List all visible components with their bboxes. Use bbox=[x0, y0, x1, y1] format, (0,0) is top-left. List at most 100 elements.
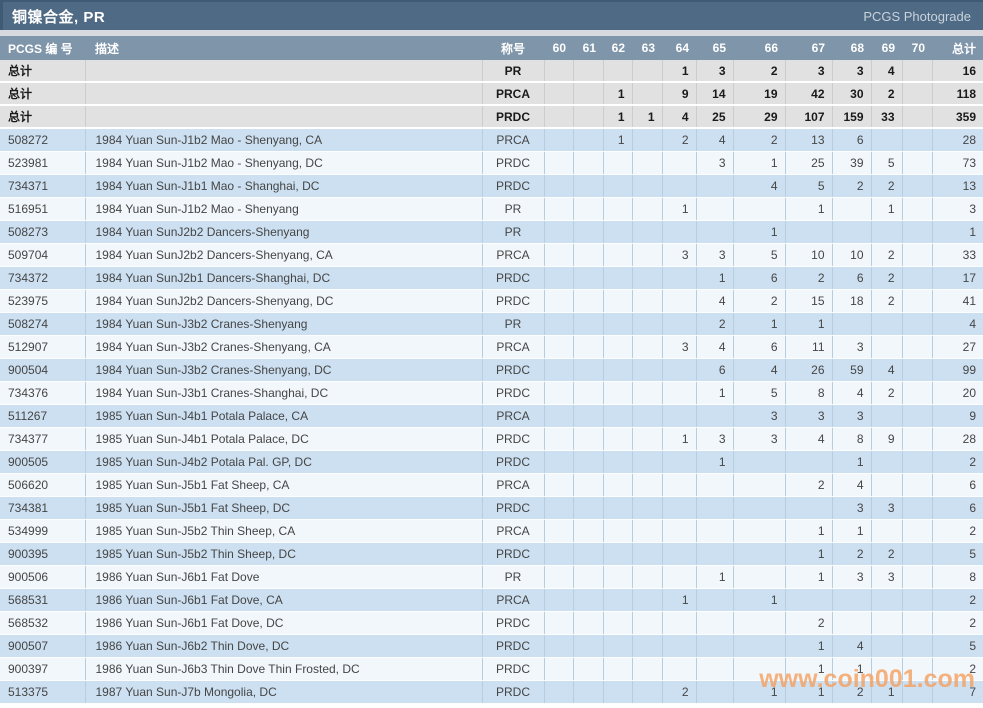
grade-cell-69: 4 bbox=[871, 358, 903, 382]
grade-cell-68 bbox=[832, 312, 872, 336]
grade-cell-63 bbox=[632, 542, 663, 566]
description-cell: 1986 Yuan Sun-J6b3 Thin Dove Thin Froste… bbox=[85, 657, 483, 681]
grade-cell-69: 2 bbox=[871, 266, 903, 290]
pcgs-number-link[interactable]: 734371 bbox=[0, 174, 86, 198]
pcgs-number-link[interactable]: 512907 bbox=[0, 335, 86, 359]
designation-cell: PRCA bbox=[482, 335, 545, 359]
description-cell: 1984 Yuan Sun-J3b1 Cranes-Shanghai, DC bbox=[85, 381, 483, 405]
grade-cell-65 bbox=[696, 473, 734, 497]
grade-cell-61 bbox=[573, 60, 604, 83]
pcgs-number-link[interactable]: 900504 bbox=[0, 358, 86, 382]
designation-cell: PRDC bbox=[482, 358, 545, 382]
grade-cell-61 bbox=[573, 519, 604, 543]
grade-cell-60 bbox=[544, 197, 574, 221]
designation-cell: PR bbox=[482, 312, 545, 336]
pcgs-number-link[interactable]: 900506 bbox=[0, 565, 86, 589]
grade-cell-69: 33 bbox=[871, 105, 903, 129]
grade-cell-62 bbox=[603, 243, 633, 267]
pcgs-number-link[interactable]: 900397 bbox=[0, 657, 86, 681]
grade-cell-70 bbox=[902, 243, 933, 267]
pcgs-number-link[interactable]: 523975 bbox=[0, 289, 86, 313]
grade-cell-61 bbox=[573, 588, 604, 612]
grade-cell-65 bbox=[696, 611, 734, 635]
grade-cell-68: 6 bbox=[832, 266, 872, 290]
pcgs-number-link[interactable]: 523981 bbox=[0, 151, 86, 175]
grade-cell-64: 1 bbox=[662, 427, 697, 451]
pcgs-number-link[interactable]: 734372 bbox=[0, 266, 86, 290]
grade-cell-69 bbox=[871, 473, 903, 497]
grade-cell-65: 1 bbox=[696, 266, 734, 290]
grade-cell-69: 2 bbox=[871, 174, 903, 198]
designation-cell: PRDC bbox=[482, 174, 545, 198]
summary-row: 总计 PRCA 1 9 14 19 42 30 2 118 bbox=[0, 82, 983, 106]
col-header-designation: 称号 bbox=[482, 36, 544, 60]
pcgs-number-link[interactable]: 508273 bbox=[0, 220, 86, 244]
grade-cell-67: 13 bbox=[785, 128, 833, 152]
grade-cell-68: 3 bbox=[832, 404, 872, 428]
designation-cell: PRCA bbox=[482, 404, 545, 428]
pcgs-number-link[interactable]: 508274 bbox=[0, 312, 86, 336]
grade-cell-64 bbox=[662, 151, 697, 175]
grade-cell-61 bbox=[573, 565, 604, 589]
grade-cell-62 bbox=[603, 60, 633, 83]
pcgs-number-link[interactable]: 516951 bbox=[0, 197, 86, 221]
grade-cell-68 bbox=[832, 197, 872, 221]
grade-cell-63 bbox=[632, 128, 663, 152]
grade-cell-68: 3 bbox=[832, 565, 872, 589]
designation-cell: PRDC bbox=[482, 450, 545, 474]
designation-cell: PRDC bbox=[482, 496, 545, 520]
grade-cell-69 bbox=[871, 611, 903, 635]
grade-cell-62: 1 bbox=[603, 128, 633, 152]
pcgs-number-link[interactable]: 534999 bbox=[0, 519, 86, 543]
grade-cell-60 bbox=[544, 358, 574, 382]
grade-cell-66: 5 bbox=[733, 243, 786, 267]
pcgs-number-link[interactable]: 900505 bbox=[0, 450, 86, 474]
table-row: 900504 1984 Yuan Sun-J3b2 Cranes-Shenyang… bbox=[0, 358, 983, 382]
pcgs-number-link[interactable]: 568532 bbox=[0, 611, 86, 635]
grade-cell-68: 3 bbox=[832, 496, 872, 520]
grade-cell-63 bbox=[632, 220, 663, 244]
designation-cell: PRDC bbox=[482, 542, 545, 566]
grade-cell-62 bbox=[603, 657, 633, 681]
photograde-link[interactable]: PCGS Photograde bbox=[863, 8, 971, 24]
designation-cell: PRDC bbox=[482, 427, 545, 451]
description-cell: 1984 Yuan Sun-J3b2 Cranes-Shenyang bbox=[85, 312, 483, 336]
grade-cell-63 bbox=[632, 197, 663, 221]
pcgs-number-link[interactable]: 508272 bbox=[0, 128, 86, 152]
pcgs-number-link[interactable]: 513375 bbox=[0, 680, 86, 704]
grade-cell-70 bbox=[902, 60, 933, 83]
grade-cell-69: 3 bbox=[871, 565, 903, 589]
grade-cell-69: 9 bbox=[871, 427, 903, 451]
pcgs-number-link[interactable]: 900395 bbox=[0, 542, 86, 566]
grade-cell-68: 2 bbox=[832, 542, 872, 566]
pcgs-number-link[interactable]: 734376 bbox=[0, 381, 86, 405]
grade-cell-63 bbox=[632, 680, 663, 704]
grade-cell-67: 10 bbox=[785, 243, 833, 267]
table-row: 900506 1986 Yuan Sun-J6b1 Fat Dove PR 1 1 3 3 8 bbox=[0, 565, 983, 589]
pcgs-number-link[interactable]: 506620 bbox=[0, 473, 86, 497]
grade-cell-67 bbox=[785, 220, 833, 244]
pcgs-number-link[interactable]: 734381 bbox=[0, 496, 86, 520]
pcgs-number-link[interactable]: 509704 bbox=[0, 243, 86, 267]
grade-cell-61 bbox=[573, 312, 604, 336]
pcgs-number-link[interactable]: 900507 bbox=[0, 634, 86, 658]
grade-cell-66: 2 bbox=[733, 289, 786, 313]
grade-cell-67: 1 bbox=[785, 312, 833, 336]
grade-cell-70 bbox=[902, 289, 933, 313]
grade-cell-60 bbox=[544, 473, 574, 497]
grade-cell-68: 1 bbox=[832, 519, 872, 543]
pcgs-number-link[interactable]: 568531 bbox=[0, 588, 86, 612]
grade-cell-63 bbox=[632, 496, 663, 520]
grade-cell-63 bbox=[632, 335, 663, 359]
grade-cell-66: 2 bbox=[733, 128, 786, 152]
pcgs-number-link[interactable]: 734377 bbox=[0, 427, 86, 451]
grade-cell-61 bbox=[573, 197, 604, 221]
grade-cell-60 bbox=[544, 496, 574, 520]
designation-cell: PR bbox=[482, 220, 545, 244]
designation-cell: PRCA bbox=[482, 588, 545, 612]
grade-cell-61 bbox=[573, 289, 604, 313]
grade-cell-68: 4 bbox=[832, 381, 872, 405]
pcgs-number-link[interactable]: 511267 bbox=[0, 404, 86, 428]
table-row: 568531 1986 Yuan Sun-J6b1 Fat Dove, CA PRC… bbox=[0, 588, 983, 612]
grade-cell-64: 1 bbox=[662, 588, 697, 612]
